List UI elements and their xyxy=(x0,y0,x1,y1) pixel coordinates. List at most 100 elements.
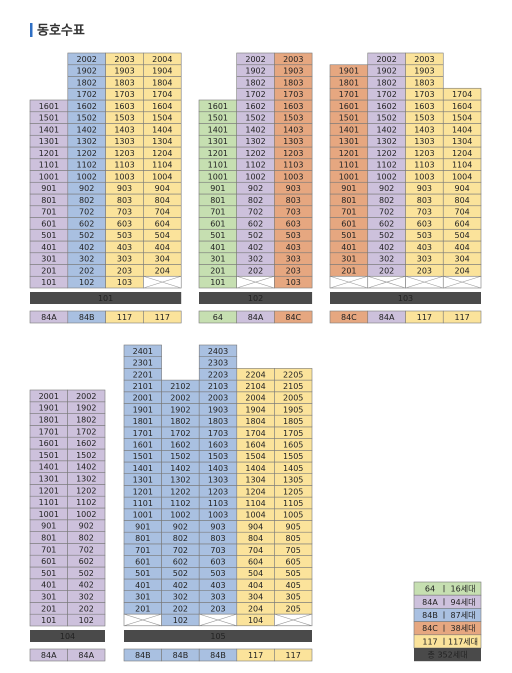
type-label: 117 xyxy=(155,313,170,322)
unit-number: 303 xyxy=(210,593,225,602)
unit-number: 1203 xyxy=(414,149,434,158)
unit-number: 801 xyxy=(341,196,356,205)
unit-number: 903 xyxy=(286,184,301,193)
unit-number: 1204 xyxy=(245,487,265,496)
unit-number: 1303 xyxy=(114,137,134,146)
unit-number: 802 xyxy=(79,196,94,205)
unit-number: 302 xyxy=(79,593,94,602)
unit-number: 501 xyxy=(341,231,356,240)
unit-number: 1902 xyxy=(376,67,396,76)
unit-number: 405 xyxy=(286,581,301,590)
unit-number: 1603 xyxy=(283,102,303,111)
unit-number: 2004 xyxy=(245,394,265,403)
unit-number: 703 xyxy=(117,208,132,217)
unit-number: 404 xyxy=(454,243,469,252)
unit-number: 2301 xyxy=(133,359,153,368)
unit-number: 701 xyxy=(210,208,225,217)
type-label: 64 xyxy=(213,313,223,322)
unit-number: 901 xyxy=(41,522,56,531)
unit-number: 1101 xyxy=(339,161,359,170)
empty-cross xyxy=(199,613,237,627)
unit-number: 2002 xyxy=(77,55,97,64)
unit-number: 1002 xyxy=(77,172,97,181)
unit-number: 1403 xyxy=(114,125,134,134)
unit-number: 705 xyxy=(286,546,301,555)
unit-number: 801 xyxy=(41,196,56,205)
unit-number: 1104 xyxy=(152,161,172,170)
unit-number: 303 xyxy=(417,255,432,264)
unit-number: 902 xyxy=(379,184,394,193)
unit-number: 901 xyxy=(135,522,150,531)
unit-number: 101 xyxy=(41,616,56,625)
unit-number: 301 xyxy=(41,255,56,264)
unit-number: 801 xyxy=(41,534,56,543)
unit-number: 1902 xyxy=(170,405,190,414)
unit-number: 1404 xyxy=(152,125,172,134)
unit-number: 1204 xyxy=(152,149,172,158)
unit-number: 301 xyxy=(210,255,225,264)
unit-number: 1102 xyxy=(376,161,396,170)
type-label: 84A xyxy=(41,651,57,660)
unit-number: 1004 xyxy=(152,172,172,181)
unit-number: 2002 xyxy=(245,55,265,64)
unit-number: 102 xyxy=(173,616,188,625)
building-bar xyxy=(199,292,313,304)
unit-number: 1903 xyxy=(114,67,134,76)
unit-number: 1902 xyxy=(77,67,97,76)
unit-number: 1303 xyxy=(208,476,228,485)
unit-number: 1704 xyxy=(245,429,265,438)
unit-number: 1401 xyxy=(339,125,359,134)
unit-number: 703 xyxy=(210,546,225,555)
legend-count: 87세대 xyxy=(451,611,476,620)
unit-number: 404 xyxy=(248,581,263,590)
unit-number: 1405 xyxy=(283,464,303,473)
unit-number: 1705 xyxy=(283,429,303,438)
unit-number: 401 xyxy=(341,243,356,252)
unit-number: 1301 xyxy=(133,476,153,485)
unit-number: 1003 xyxy=(114,172,134,181)
unit-number: 801 xyxy=(135,534,150,543)
type-label: 117 xyxy=(248,651,263,660)
type-label: 84A xyxy=(41,313,57,322)
unit-number: 1501 xyxy=(133,452,153,461)
unit-number: 1605 xyxy=(283,440,303,449)
unit-number: 1601 xyxy=(39,439,59,448)
unit-number: 1501 xyxy=(39,114,59,123)
unit-number: 205 xyxy=(286,604,301,613)
unit-number: 1401 xyxy=(39,463,59,472)
legend-type: 84B xyxy=(422,611,438,620)
unit-number: 1101 xyxy=(133,499,153,508)
unit-number: 1603 xyxy=(414,102,434,111)
unit-number: 701 xyxy=(341,208,356,217)
unit-number: 502 xyxy=(79,569,94,578)
unit-number: 902 xyxy=(79,184,94,193)
unit-number: 2101 xyxy=(133,382,153,391)
unit-number: 1302 xyxy=(376,137,396,146)
unit-cell xyxy=(67,389,106,403)
unit-number: 1904 xyxy=(152,67,172,76)
title: 동호수표 xyxy=(37,24,85,39)
unit-number: 401 xyxy=(41,243,56,252)
type-label: 84A xyxy=(78,651,94,660)
unit-number: 1804 xyxy=(152,78,172,87)
unit-number: 1003 xyxy=(208,511,228,520)
unit-number: 1205 xyxy=(283,487,303,496)
unit-number: 402 xyxy=(173,581,188,590)
unit-number: 1302 xyxy=(77,137,97,146)
unit-number: 402 xyxy=(248,243,263,252)
unit-number: 401 xyxy=(41,581,56,590)
unit-number: 202 xyxy=(248,266,263,275)
type-cell xyxy=(67,648,106,662)
unit-number: 2003 xyxy=(283,55,303,64)
unit-number: 403 xyxy=(210,581,225,590)
unit-number: 502 xyxy=(173,569,188,578)
unit-number: 1301 xyxy=(208,137,228,146)
unit-cell xyxy=(143,52,182,66)
unit-number: 1901 xyxy=(39,404,59,413)
unit-number: 1203 xyxy=(283,149,303,158)
unit-number: 1703 xyxy=(114,90,134,99)
unit-number: 403 xyxy=(417,243,432,252)
unit-number: 1201 xyxy=(339,149,359,158)
unit-number: 601 xyxy=(210,219,225,228)
unit-number: 902 xyxy=(79,522,94,531)
